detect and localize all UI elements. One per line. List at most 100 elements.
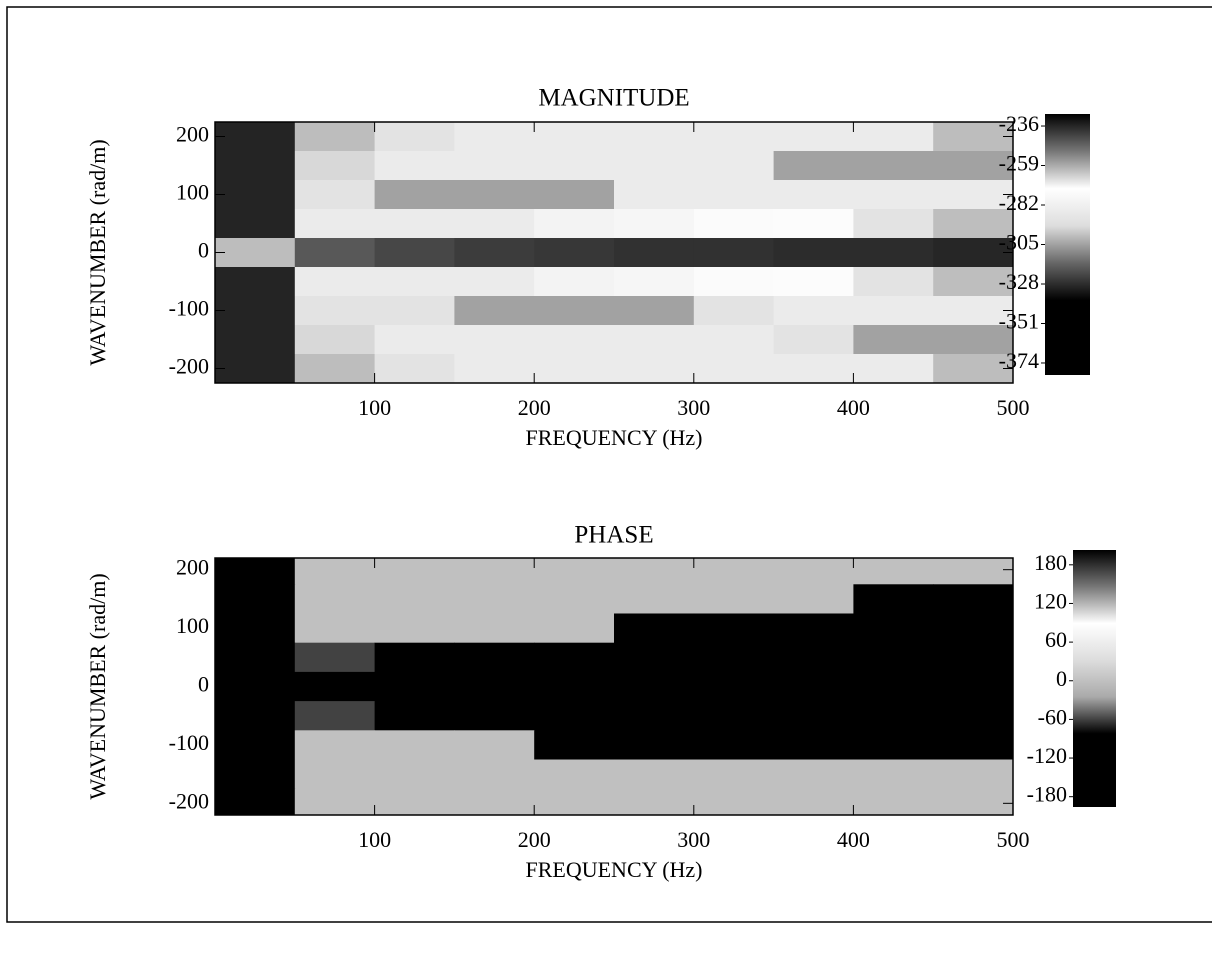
heatmap-cell (853, 238, 934, 268)
heatmap-cell (534, 325, 615, 355)
heatmap-cell (454, 759, 535, 790)
colorbar-tick-label: 180 (1034, 550, 1067, 575)
heatmap-cell (215, 788, 296, 815)
heatmap-cell (693, 613, 775, 644)
heatmap-cell (693, 325, 775, 355)
x-tick-label: 400 (837, 395, 870, 420)
heatmap-cell (773, 642, 854, 673)
heatmap-cell (454, 238, 535, 268)
colorbar-tick-label: -120 (1027, 743, 1067, 768)
heatmap-cell (454, 558, 535, 585)
heatmap-cell (614, 238, 695, 268)
heatmap-cell (454, 209, 535, 239)
heatmap-cell (294, 558, 376, 585)
heatmap-cell (374, 584, 455, 614)
colorbar-tick-label: -305 (999, 230, 1039, 255)
heatmap-cell (454, 613, 535, 644)
heatmap-cell (454, 788, 535, 815)
heatmap-cell (374, 180, 455, 210)
heatmap-cell (853, 180, 934, 210)
heatmap-cell (454, 642, 535, 673)
heatmap-cell (534, 296, 615, 326)
heatmap-cell (933, 759, 1013, 790)
heatmap-cell (853, 759, 934, 790)
heatmap-cell (614, 730, 695, 761)
colorbar (1073, 550, 1116, 807)
heatmap-cell (773, 238, 854, 268)
x-axis-label: FREQUENCY (Hz) (526, 857, 703, 882)
heatmap-cell (933, 151, 1013, 181)
y-tick-label: 0 (198, 238, 209, 263)
heatmap-cell (374, 701, 455, 731)
y-tick-label: -100 (169, 730, 209, 755)
heatmap-cell (693, 584, 775, 614)
heatmap-cell (693, 642, 775, 673)
colorbar-tick-label: -60 (1038, 704, 1067, 729)
heatmap-cell (614, 701, 695, 731)
heatmap-cell (534, 730, 615, 761)
colorbar-tick-label: 0 (1056, 666, 1067, 691)
heatmap-cell (614, 180, 695, 210)
heatmap-cell (215, 584, 296, 614)
heatmap-cell (454, 267, 535, 297)
heatmap-cell (294, 238, 376, 268)
heatmap-cell (454, 151, 535, 181)
heatmap-cell (534, 701, 615, 731)
y-tick-label: 200 (176, 555, 209, 580)
heatmap-cell (534, 122, 615, 152)
heatmap-cell (294, 730, 376, 761)
x-tick-label: 500 (997, 827, 1030, 852)
y-axis-label: WAVENUMBER (rad/m) (85, 139, 110, 365)
heatmap-cell (374, 296, 455, 326)
heatmap-cell (374, 671, 455, 702)
heatmap-cell (374, 325, 455, 355)
y-tick-label: 200 (176, 122, 209, 147)
heatmap-cell (693, 759, 775, 790)
heatmap-cell (773, 209, 854, 239)
heatmap-cell (853, 671, 934, 702)
heatmap-cell (294, 701, 376, 731)
heatmap-cell (933, 325, 1013, 355)
heatmap-cell (693, 730, 775, 761)
heatmap-cell (773, 354, 854, 383)
heatmap-cell (454, 296, 535, 326)
heatmap-cell (374, 558, 455, 585)
heatmap-cell (215, 238, 296, 268)
heatmap-cell (853, 296, 934, 326)
heatmap-cell (534, 642, 615, 673)
heatmap-cell (614, 325, 695, 355)
heatmap-cell (454, 701, 535, 731)
heatmap-cell (215, 558, 296, 585)
colorbar (1045, 114, 1090, 375)
heatmap-cell (215, 730, 296, 761)
y-tick-label: -200 (169, 788, 209, 813)
heatmap-cell (933, 558, 1013, 585)
heatmap-cell (693, 238, 775, 268)
heatmap-cell (614, 759, 695, 790)
heatmap-cell (215, 671, 296, 702)
x-tick-label: 300 (677, 827, 710, 852)
heatmap-cell (534, 759, 615, 790)
heatmap-cell (933, 354, 1013, 383)
heatmap-cell (614, 209, 695, 239)
x-tick-label: 400 (837, 827, 870, 852)
y-tick-label: 100 (176, 180, 209, 205)
heatmap-cell (773, 584, 854, 614)
colorbar-tick-label: -259 (999, 151, 1039, 176)
colorbar-tick-label: -236 (999, 111, 1039, 136)
heatmap-cell (773, 613, 854, 644)
heatmap-cell (853, 151, 934, 181)
heatmap-cell (294, 671, 376, 702)
heatmap-cell (534, 671, 615, 702)
heatmap-cell (534, 584, 615, 614)
heatmap-cell (853, 701, 934, 731)
heatmap-cell (454, 671, 535, 702)
heatmap-cell (534, 354, 615, 383)
heatmap-cell (773, 701, 854, 731)
heatmap-cell (614, 122, 695, 152)
heatmap-cell (454, 354, 535, 383)
y-tick-label: 0 (198, 672, 209, 697)
colorbar-tick-label: 60 (1045, 627, 1067, 652)
heatmap-cell (215, 209, 296, 239)
